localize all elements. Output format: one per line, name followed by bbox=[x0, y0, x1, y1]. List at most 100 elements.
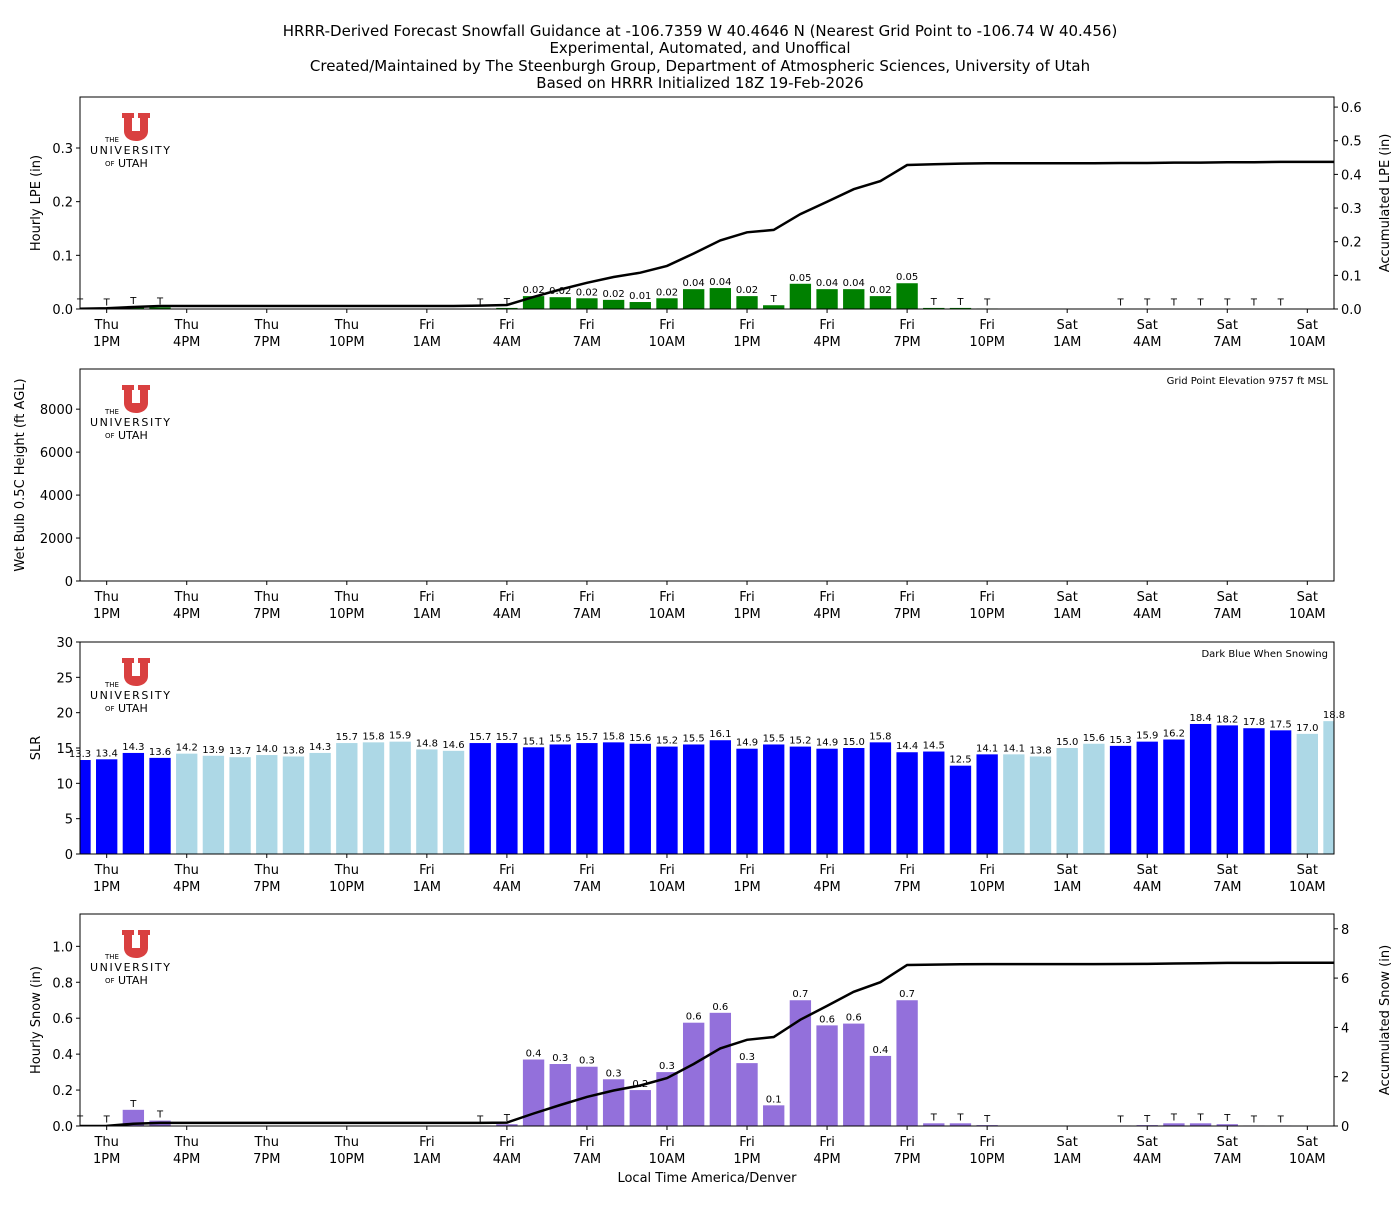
x-tick-label-time: 1AM bbox=[413, 607, 441, 622]
right-y-tick-label: 0.2 bbox=[1341, 236, 1362, 251]
bar-label: 15.5 bbox=[683, 733, 705, 744]
axes-frame bbox=[80, 97, 1334, 309]
svg-text:THE: THE bbox=[104, 136, 119, 144]
bar-label: 0.02 bbox=[656, 287, 678, 298]
bar-label: 15.5 bbox=[549, 733, 571, 744]
svg-text:OF: OF bbox=[105, 432, 115, 440]
title-line-1: HRRR-Derived Forecast Snowfall Guidance … bbox=[283, 22, 1118, 40]
bar-label: 18.4 bbox=[1189, 713, 1211, 724]
y-axis-label: SLR bbox=[29, 736, 44, 761]
x-tick-label-day: Fri bbox=[419, 590, 435, 605]
bar-label: T bbox=[983, 1114, 991, 1125]
x-tick-label-day: Thu bbox=[93, 590, 118, 605]
x-tick-label-day: Sat bbox=[1137, 590, 1158, 605]
x-tick-label-day: Thu bbox=[334, 590, 359, 605]
bar-label: T bbox=[930, 297, 938, 308]
x-tick-label-day: Sat bbox=[1057, 1135, 1078, 1150]
bar bbox=[763, 744, 784, 854]
bar-label: 15.6 bbox=[1083, 733, 1105, 744]
x-tick-label-time: 1PM bbox=[733, 880, 760, 895]
x-tick-label-time: 7PM bbox=[893, 607, 920, 622]
x-tick-label-time: 10PM bbox=[329, 335, 365, 350]
y-tick-label: 20 bbox=[56, 707, 73, 722]
bar bbox=[763, 1105, 784, 1126]
bar-label: T bbox=[1197, 1112, 1205, 1123]
bar-label: T bbox=[1223, 1113, 1231, 1124]
x-tick-label-time: 7AM bbox=[1213, 880, 1241, 895]
y-tick-label: 0.2 bbox=[52, 196, 73, 211]
x-tick-label-time: 4AM bbox=[1133, 335, 1161, 350]
bar bbox=[763, 305, 784, 309]
x-tick-label-day: Fri bbox=[419, 318, 435, 333]
bar-label: 15.2 bbox=[656, 736, 678, 747]
bar-label: 15.6 bbox=[629, 733, 651, 744]
x-tick-label-time: 7AM bbox=[573, 1152, 601, 1167]
y-tick-label: 0 bbox=[65, 575, 73, 590]
y-tick-label: 0.0 bbox=[52, 303, 73, 318]
bar-label: 0.02 bbox=[869, 285, 891, 296]
bar-label: 14.5 bbox=[923, 741, 945, 752]
bar-label: 0.3 bbox=[606, 1068, 622, 1079]
bar-label: 13.9 bbox=[202, 745, 224, 756]
x-tick-label-time: 1PM bbox=[93, 335, 120, 350]
bar bbox=[790, 284, 811, 309]
bar bbox=[550, 297, 571, 309]
bar-label: T bbox=[770, 294, 778, 305]
bar bbox=[896, 283, 917, 309]
x-tick-label-time: 10PM bbox=[969, 335, 1005, 350]
bar-label: 14.4 bbox=[896, 741, 918, 752]
x-tick-label-day: Thu bbox=[93, 1135, 118, 1150]
right-y-tick-label: 0.6 bbox=[1341, 101, 1362, 116]
accumulated-line bbox=[80, 162, 1334, 309]
x-tick-label-day: Thu bbox=[174, 863, 199, 878]
x-tick-label-time: 4AM bbox=[493, 1152, 521, 1167]
bar-label: T bbox=[103, 1115, 111, 1126]
bar-label: 0.6 bbox=[819, 1014, 835, 1025]
x-tick-label-time: 1AM bbox=[1053, 1152, 1081, 1167]
bar-label: 14.3 bbox=[309, 742, 331, 753]
x-tick-label-time: 4PM bbox=[813, 335, 840, 350]
x-tick-label-time: 4AM bbox=[493, 880, 521, 895]
x-tick-label-day: Sat bbox=[1297, 590, 1318, 605]
x-tick-label-day: Thu bbox=[254, 318, 279, 333]
x-tick-label-day: Fri bbox=[819, 1135, 835, 1150]
y-tick-label: 5 bbox=[65, 813, 73, 828]
x-tick-label-time: 7AM bbox=[573, 880, 601, 895]
svg-text:UTAH: UTAH bbox=[118, 702, 148, 715]
x-tick-label-day: Sat bbox=[1217, 1135, 1238, 1150]
svg-text:UTAH: UTAH bbox=[118, 974, 148, 987]
svg-text:THE: THE bbox=[104, 681, 119, 689]
bar-label: 14.6 bbox=[442, 740, 464, 751]
y-tick-label: 4000 bbox=[40, 489, 73, 504]
bar-label: 14.2 bbox=[176, 743, 198, 754]
y-tick-label: 30 bbox=[56, 636, 73, 651]
bar bbox=[443, 751, 464, 854]
right-y-tick-label: 0.3 bbox=[1341, 202, 1362, 217]
bar-label: T bbox=[103, 297, 111, 308]
x-tick-label-time: 7PM bbox=[253, 607, 280, 622]
bar-label: T bbox=[1116, 298, 1124, 309]
bar bbox=[870, 296, 891, 309]
bar bbox=[1110, 746, 1131, 854]
bar-label: 16.1 bbox=[709, 729, 731, 740]
x-tick-label-time: 4PM bbox=[813, 880, 840, 895]
x-tick-label-time: 1AM bbox=[413, 335, 441, 350]
bar bbox=[363, 742, 384, 854]
x-tick-label-day: Thu bbox=[254, 1135, 279, 1150]
x-tick-label-time: 10PM bbox=[329, 607, 365, 622]
bar bbox=[976, 754, 997, 854]
bar-label: 0.3 bbox=[659, 1061, 675, 1072]
bar bbox=[843, 1024, 864, 1126]
bar-label: T bbox=[983, 297, 991, 308]
bar-label: 18.2 bbox=[1216, 714, 1238, 725]
bar-label: 0.7 bbox=[899, 989, 915, 1000]
svg-text:OF: OF bbox=[105, 705, 115, 713]
x-tick-label-day: Sat bbox=[1217, 590, 1238, 605]
x-tick-label-day: Thu bbox=[174, 318, 199, 333]
svg-text:THE: THE bbox=[104, 953, 119, 961]
x-tick-label-time: 10AM bbox=[649, 1152, 686, 1167]
bar bbox=[816, 1025, 837, 1126]
figure-title: HRRR-Derived Forecast Snowfall Guidance … bbox=[283, 22, 1118, 92]
